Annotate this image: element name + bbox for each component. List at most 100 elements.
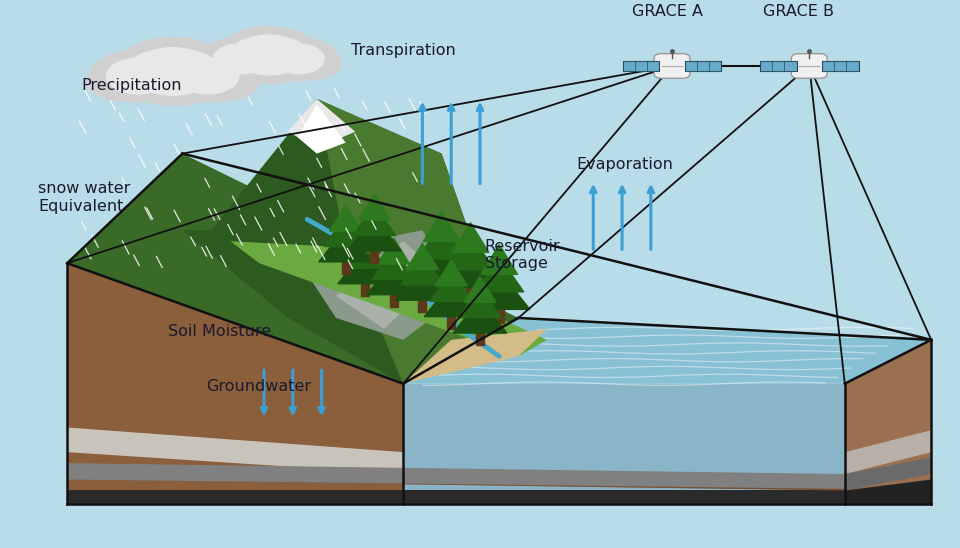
Polygon shape (476, 333, 484, 345)
Text: Soil Moisture: Soil Moisture (168, 324, 271, 339)
Polygon shape (437, 277, 446, 290)
Polygon shape (494, 310, 504, 323)
Polygon shape (474, 257, 524, 292)
Polygon shape (367, 261, 420, 295)
Polygon shape (358, 194, 391, 220)
Circle shape (86, 63, 152, 100)
Text: snow water
Equivalent: snow water Equivalent (38, 181, 131, 214)
Polygon shape (406, 243, 439, 270)
Circle shape (222, 32, 286, 69)
Polygon shape (419, 300, 426, 312)
Polygon shape (424, 283, 478, 317)
Text: GRACE B: GRACE B (763, 4, 834, 19)
Polygon shape (464, 276, 496, 302)
Polygon shape (338, 250, 392, 284)
Circle shape (177, 58, 239, 94)
Circle shape (264, 38, 339, 81)
Polygon shape (353, 205, 396, 236)
Polygon shape (67, 463, 845, 490)
Polygon shape (453, 299, 507, 333)
Polygon shape (445, 235, 495, 270)
Circle shape (232, 38, 278, 64)
Circle shape (199, 38, 274, 81)
Polygon shape (435, 260, 468, 286)
Polygon shape (440, 249, 501, 288)
Polygon shape (417, 224, 467, 259)
Polygon shape (317, 99, 499, 384)
Text: Reservoir
Storage: Reservoir Storage (485, 239, 561, 271)
Circle shape (213, 44, 266, 74)
Polygon shape (182, 99, 499, 384)
Circle shape (116, 44, 194, 88)
Circle shape (259, 38, 305, 64)
Circle shape (194, 63, 259, 100)
Circle shape (286, 48, 341, 79)
Circle shape (162, 52, 216, 82)
Polygon shape (372, 249, 415, 279)
Polygon shape (403, 329, 547, 384)
Polygon shape (481, 244, 517, 275)
Polygon shape (390, 295, 397, 307)
Polygon shape (67, 427, 403, 474)
Polygon shape (845, 340, 931, 504)
Polygon shape (67, 490, 845, 504)
Circle shape (236, 47, 301, 83)
Bar (760, 61, 797, 71)
Polygon shape (324, 216, 367, 247)
FancyBboxPatch shape (654, 54, 690, 78)
Circle shape (167, 51, 256, 102)
Polygon shape (403, 384, 845, 504)
Bar (684, 61, 721, 71)
Circle shape (134, 61, 211, 105)
Polygon shape (319, 228, 372, 262)
Polygon shape (361, 284, 369, 296)
Polygon shape (845, 430, 931, 474)
Polygon shape (459, 287, 501, 318)
Polygon shape (67, 480, 845, 490)
Polygon shape (845, 458, 931, 490)
Polygon shape (348, 217, 401, 251)
Circle shape (152, 44, 229, 88)
Polygon shape (401, 254, 444, 285)
Polygon shape (298, 104, 346, 153)
FancyBboxPatch shape (791, 54, 828, 78)
Polygon shape (845, 480, 931, 504)
Polygon shape (452, 222, 489, 253)
Circle shape (219, 26, 319, 83)
Polygon shape (342, 262, 349, 274)
Polygon shape (329, 205, 362, 231)
Polygon shape (468, 271, 530, 310)
Polygon shape (230, 241, 547, 356)
Polygon shape (288, 99, 355, 148)
Circle shape (132, 48, 214, 95)
Text: Precipitation: Precipitation (82, 78, 182, 93)
Polygon shape (336, 241, 442, 329)
Polygon shape (348, 227, 381, 253)
Circle shape (130, 52, 183, 82)
Text: Evaporation: Evaporation (576, 157, 673, 172)
Bar (623, 61, 660, 71)
Polygon shape (67, 153, 518, 384)
Circle shape (107, 58, 169, 94)
Text: Groundwater: Groundwater (206, 379, 312, 394)
Circle shape (89, 51, 179, 102)
Polygon shape (423, 212, 460, 242)
Circle shape (197, 48, 252, 79)
Polygon shape (403, 318, 931, 384)
Polygon shape (307, 230, 461, 340)
Polygon shape (371, 251, 378, 263)
Polygon shape (430, 271, 472, 301)
Circle shape (234, 35, 303, 75)
Polygon shape (344, 238, 386, 269)
Polygon shape (396, 266, 449, 300)
Polygon shape (447, 317, 455, 329)
Bar (822, 61, 858, 71)
Text: Transpiration: Transpiration (350, 43, 456, 58)
Polygon shape (67, 263, 403, 504)
Text: GRACE A: GRACE A (632, 4, 703, 19)
Circle shape (113, 37, 232, 105)
Polygon shape (411, 238, 472, 277)
Polygon shape (377, 238, 410, 264)
Circle shape (252, 32, 316, 69)
Circle shape (272, 44, 324, 74)
